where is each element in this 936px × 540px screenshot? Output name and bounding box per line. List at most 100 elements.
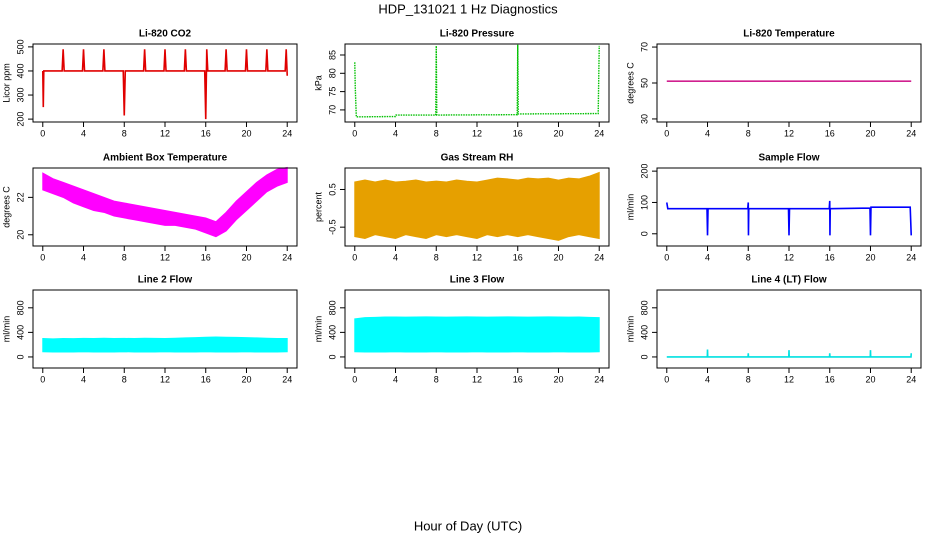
y-tick-label: 800 [15, 300, 25, 315]
panel-title: Gas Stream RH [441, 153, 514, 164]
panel-title: Li-820 CO2 [139, 29, 192, 40]
plot-frame [32, 167, 298, 247]
y-tick-label: 70 [327, 105, 337, 115]
series-line [41, 49, 289, 120]
y-tick-label: 75 [327, 87, 337, 97]
plot-frame [656, 43, 922, 123]
x-tick-label: 8 [434, 374, 439, 384]
y-tick-label: 0.5 [327, 183, 337, 196]
x-tick-label: 8 [122, 374, 127, 384]
series-line [354, 44, 600, 118]
x-tick-label: 8 [746, 252, 751, 262]
x-tick-label: 4 [81, 374, 86, 384]
panel-title: Ambient Box Temperature [103, 153, 228, 164]
y-axis-label: ml/min [1, 316, 11, 343]
y-tick-label: 200 [639, 164, 649, 179]
x-tick-label: 0 [664, 374, 669, 384]
y-tick-label: 800 [327, 300, 337, 315]
x-tick-label: 8 [746, 128, 751, 138]
x-tick-label: 12 [472, 128, 482, 138]
x-tick-label: 24 [282, 374, 292, 384]
x-tick-label: 16 [825, 374, 835, 384]
y-tick-label: 200 [15, 112, 25, 127]
x-tick-label: 24 [594, 128, 604, 138]
y-tick-label: 100 [639, 195, 649, 210]
y-tick-label: -0.5 [327, 219, 337, 235]
y-tick-label: 0 [15, 354, 25, 359]
x-tick-label: 0 [40, 374, 45, 384]
x-tick-label: 24 [594, 252, 604, 262]
x-tick-label: 16 [201, 374, 211, 384]
y-tick-label: 80 [327, 68, 337, 78]
x-tick-label: 24 [282, 252, 292, 262]
y-axis-label: kPa [313, 75, 323, 91]
y-tick-label: 50 [639, 78, 649, 88]
x-tick-label: 24 [906, 374, 916, 384]
x-tick-label: 20 [553, 128, 563, 138]
x-tick-label: 4 [81, 128, 86, 138]
y-tick-label: 70 [639, 42, 649, 52]
band-area [354, 171, 600, 241]
x-tick-label: 16 [201, 128, 211, 138]
x-tick-label: 0 [40, 128, 45, 138]
plot-frame [344, 167, 610, 247]
x-tick-label: 24 [282, 128, 292, 138]
x-tick-label: 12 [784, 374, 794, 384]
x-tick-label: 16 [201, 252, 211, 262]
x-tick-label: 4 [705, 128, 710, 138]
x-tick-label: 12 [472, 374, 482, 384]
y-axis-label: percent [313, 191, 323, 222]
x-tick-label: 20 [241, 374, 251, 384]
series-line [665, 200, 913, 236]
y-tick-label: 400 [15, 63, 25, 78]
y-tick-label: 0 [639, 354, 649, 359]
x-tick-label: 16 [513, 374, 523, 384]
y-tick-label: 400 [327, 325, 337, 340]
x-tick-label: 0 [352, 128, 357, 138]
y-axis-label: ml/min [313, 316, 323, 343]
x-tick-label: 8 [434, 252, 439, 262]
x-tick-label: 16 [825, 128, 835, 138]
x-tick-label: 4 [705, 374, 710, 384]
y-tick-label: 85 [327, 50, 337, 60]
x-tick-label: 0 [40, 252, 45, 262]
y-tick-label: 22 [15, 192, 25, 202]
x-tick-label: 16 [513, 128, 523, 138]
panel-title: Li-820 Temperature [743, 29, 835, 40]
y-axis-label: Licor ppm [1, 63, 11, 103]
panel-title: Line 4 (LT) Flow [751, 275, 827, 286]
panel-title: Line 2 Flow [138, 275, 193, 286]
plot-frame [344, 289, 610, 369]
x-tick-label: 0 [664, 252, 669, 262]
panel-title: Li-820 Pressure [440, 29, 515, 40]
y-axis-label: ml/min [625, 316, 635, 343]
x-tick-label: 8 [122, 252, 127, 262]
figure-title: HDP_131021 1 Hz Diagnostics [378, 1, 558, 16]
x-tick-label: 8 [746, 374, 751, 384]
x-tick-label: 20 [553, 374, 563, 384]
y-tick-label: 400 [639, 325, 649, 340]
panel-title: Line 3 Flow [450, 275, 505, 286]
y-tick-label: 0 [639, 231, 649, 236]
x-tick-label: 20 [241, 252, 251, 262]
plot-frame [344, 43, 610, 123]
plot-frame [656, 167, 922, 247]
y-tick-label: 300 [15, 88, 25, 103]
x-tick-label: 8 [434, 128, 439, 138]
band-area [354, 316, 600, 353]
plot-frame [656, 289, 922, 369]
series-line [666, 349, 913, 358]
y-axis-label: ml/min [625, 194, 635, 221]
x-tick-label: 12 [160, 374, 170, 384]
x-tick-label: 4 [705, 252, 710, 262]
y-tick-label: 400 [15, 325, 25, 340]
x-tick-label: 20 [553, 252, 563, 262]
x-tick-label: 12 [160, 128, 170, 138]
y-tick-label: 0 [327, 354, 337, 359]
y-axis-label: degrees C [1, 186, 11, 228]
y-tick-label: 500 [15, 39, 25, 54]
x-tick-label: 4 [393, 252, 398, 262]
x-tick-label: 12 [160, 252, 170, 262]
